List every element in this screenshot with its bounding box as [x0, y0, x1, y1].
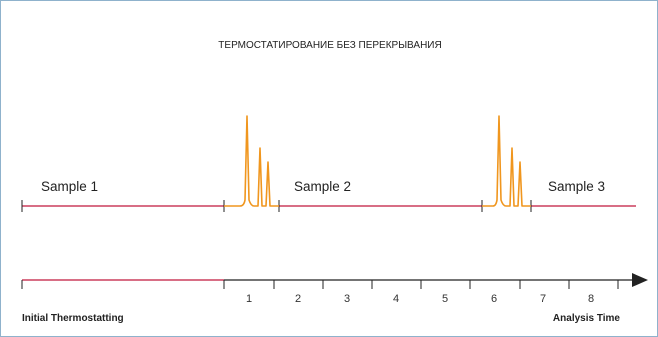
tick-label: 2 — [295, 293, 301, 305]
sample-1-label: Sample 1 — [41, 179, 98, 194]
chromatogram-peaks-2 — [482, 115, 531, 207]
tick-label: 7 — [540, 293, 546, 305]
tick-label: 3 — [344, 293, 350, 305]
tick-label: 1 — [246, 293, 252, 305]
axis-arrowhead — [632, 273, 648, 287]
tick-label: 8 — [588, 293, 594, 305]
time-axis: 1 2 3 4 5 6 7 8 Initial Thermostatting A… — [21, 273, 648, 324]
tick-label: 4 — [393, 293, 399, 305]
sample-3-label: Sample 3 — [548, 179, 605, 194]
initial-thermostatting-label: Initial Thermostatting — [22, 313, 124, 324]
tick-label: 5 — [442, 293, 448, 305]
chromatogram-peaks-1 — [224, 115, 279, 207]
tick-label: 6 — [491, 293, 497, 305]
analysis-time-label: Analysis Time — [553, 313, 621, 324]
sample-2-label: Sample 2 — [294, 179, 351, 194]
diagram-title: ТЕРМОСТАТИРОВАНИЕ БЕЗ ПЕРЕКРЫВАНИЯ — [218, 40, 441, 51]
sample-timeline: Sample 1 Sample 2 Sample 3 — [21, 115, 636, 212]
